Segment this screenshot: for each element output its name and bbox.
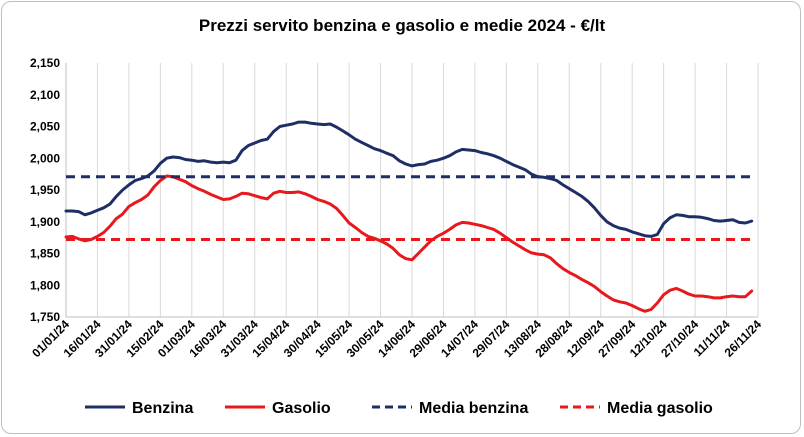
y-tick-label: 2,000 — [30, 151, 60, 165]
y-tick-label: 1,750 — [30, 310, 60, 324]
legend-label-3: Media gasolio — [607, 400, 713, 417]
y-tick-label: 2,100 — [30, 88, 60, 102]
x-axis-ticks: 01/01/2416/01/2431/01/2415/02/2401/03/24… — [29, 317, 764, 360]
y-tick-label: 1,900 — [30, 215, 60, 229]
series-lines — [64, 120, 754, 313]
legend-label-2: Media benzina — [419, 400, 528, 417]
series-line-0 — [64, 120, 754, 238]
y-tick-label: 1,800 — [30, 278, 60, 292]
legend-label-0: Benzina — [132, 400, 193, 417]
legend-label-1: Gasolio — [272, 400, 331, 417]
y-axis-ticks: 1,750 1,800 1,850 1,900 1,950 2,000 2,050 2,100… — [30, 56, 60, 324]
y-tick-label: 1,850 — [30, 247, 60, 261]
legend: Benzina Gasolio Media benzina Media gasolio — [85, 400, 713, 417]
y-tick-label: 1,950 — [30, 183, 60, 197]
series-line-1 — [64, 174, 754, 313]
grid-lines — [65, 63, 759, 318]
y-tick-label: 2,150 — [30, 56, 60, 70]
y-tick-label: 2,050 — [30, 120, 60, 134]
chart-title: Prezzi servito benzina e gasolio e medie… — [198, 16, 606, 35]
